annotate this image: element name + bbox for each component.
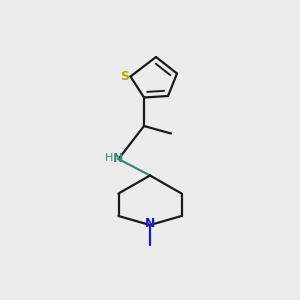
Text: N: N — [113, 152, 124, 166]
Text: H: H — [105, 153, 114, 164]
Text: N: N — [145, 217, 155, 230]
Text: S: S — [120, 70, 129, 83]
